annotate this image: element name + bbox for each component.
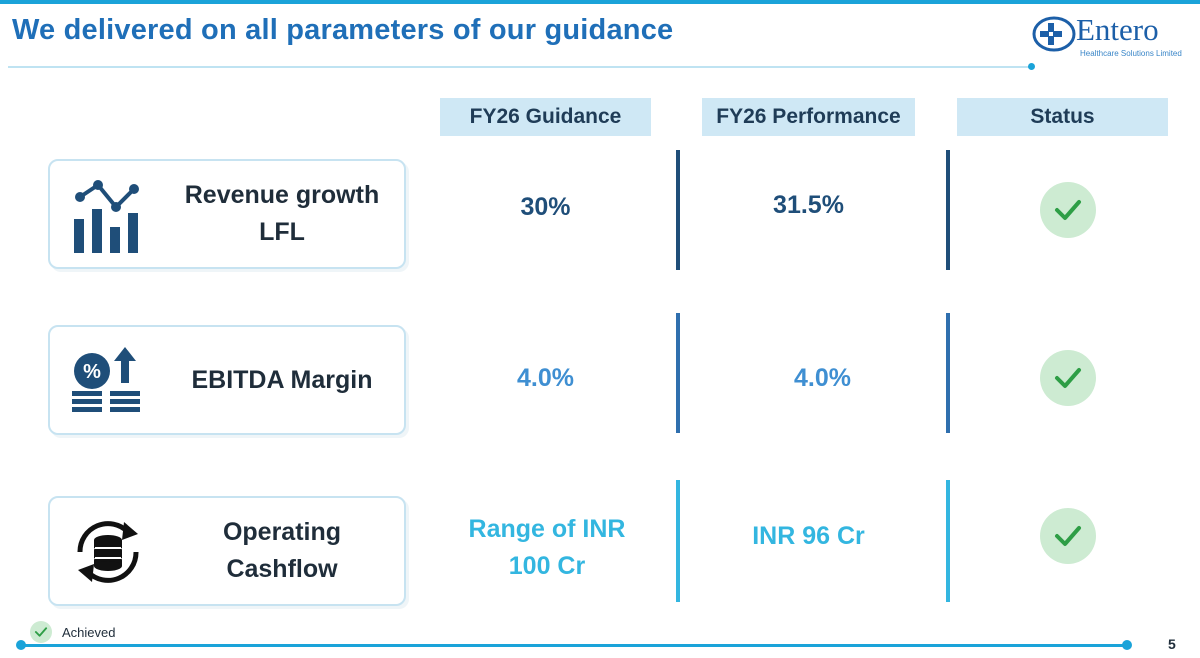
column-divider — [946, 480, 950, 602]
header-fy26-guidance: FY26 Guidance — [440, 98, 651, 136]
parameter-card-ebitda-margin: % EBITDA Margin — [48, 325, 406, 435]
entero-logo: Entero Healthcare Solutions Limited — [1030, 8, 1190, 64]
parameter-card-operating-cashflow: Operating Cashflow — [48, 496, 406, 606]
guidance-value-operating-cashflow: Range of INR 100 Cr — [468, 515, 626, 580]
column-divider — [946, 313, 950, 433]
cash-cycle-icon — [77, 521, 139, 583]
footer-divider — [20, 644, 1130, 647]
checkmark-icon — [1055, 368, 1081, 388]
column-divider — [676, 480, 680, 602]
performance-value-ebitda-margin: 4.0% — [794, 363, 851, 392]
parameter-label-ebitda-margin: EBITDA Margin — [191, 365, 373, 394]
performance-value-operating-cashflow: INR 96 Cr — [752, 521, 865, 550]
percent-coins-up-icon: % — [72, 347, 140, 412]
title-divider-dot — [1028, 63, 1035, 70]
entero-logo-mark-icon — [1032, 16, 1076, 52]
header-fy26-performance: FY26 Performance — [702, 98, 915, 136]
guidance-value-revenue-growth: 30% — [520, 192, 571, 221]
svg-text:%: % — [83, 361, 101, 383]
parameter-card-revenue-growth: Revenue growth LFL — [48, 159, 406, 269]
checkmark-icon — [1055, 526, 1081, 546]
status-achieved-badge — [1040, 182, 1096, 238]
top-accent-bar — [0, 0, 1200, 4]
checkmark-icon — [34, 627, 48, 637]
status-achieved-badge — [1040, 350, 1096, 406]
status-achieved-badge — [1040, 508, 1096, 564]
bar-line-chart-icon — [74, 180, 139, 253]
slide-title: We delivered on all parameters of our gu… — [12, 14, 674, 46]
parameter-label-operating-cashflow: Operating Cashflow — [222, 518, 342, 583]
parameter-label-revenue-growth: Revenue growth LFL — [184, 181, 380, 246]
checkmark-icon — [1055, 200, 1081, 220]
column-divider — [676, 150, 680, 270]
column-divider — [946, 150, 950, 270]
header-status: Status — [957, 98, 1168, 136]
guidance-value-ebitda-margin: 4.0% — [517, 363, 574, 392]
logo-wordmark: Entero — [1076, 12, 1159, 47]
column-divider — [676, 313, 680, 433]
legend-label: Achieved — [62, 625, 116, 640]
page-number: 5 — [1168, 636, 1176, 652]
footer-rule-dot — [1122, 640, 1132, 650]
legend-check-icon — [30, 621, 52, 643]
title-divider — [8, 66, 1032, 68]
performance-value-revenue-growth: 31.5% — [773, 190, 844, 219]
logo-tagline: Healthcare Solutions Limited — [1080, 49, 1182, 58]
